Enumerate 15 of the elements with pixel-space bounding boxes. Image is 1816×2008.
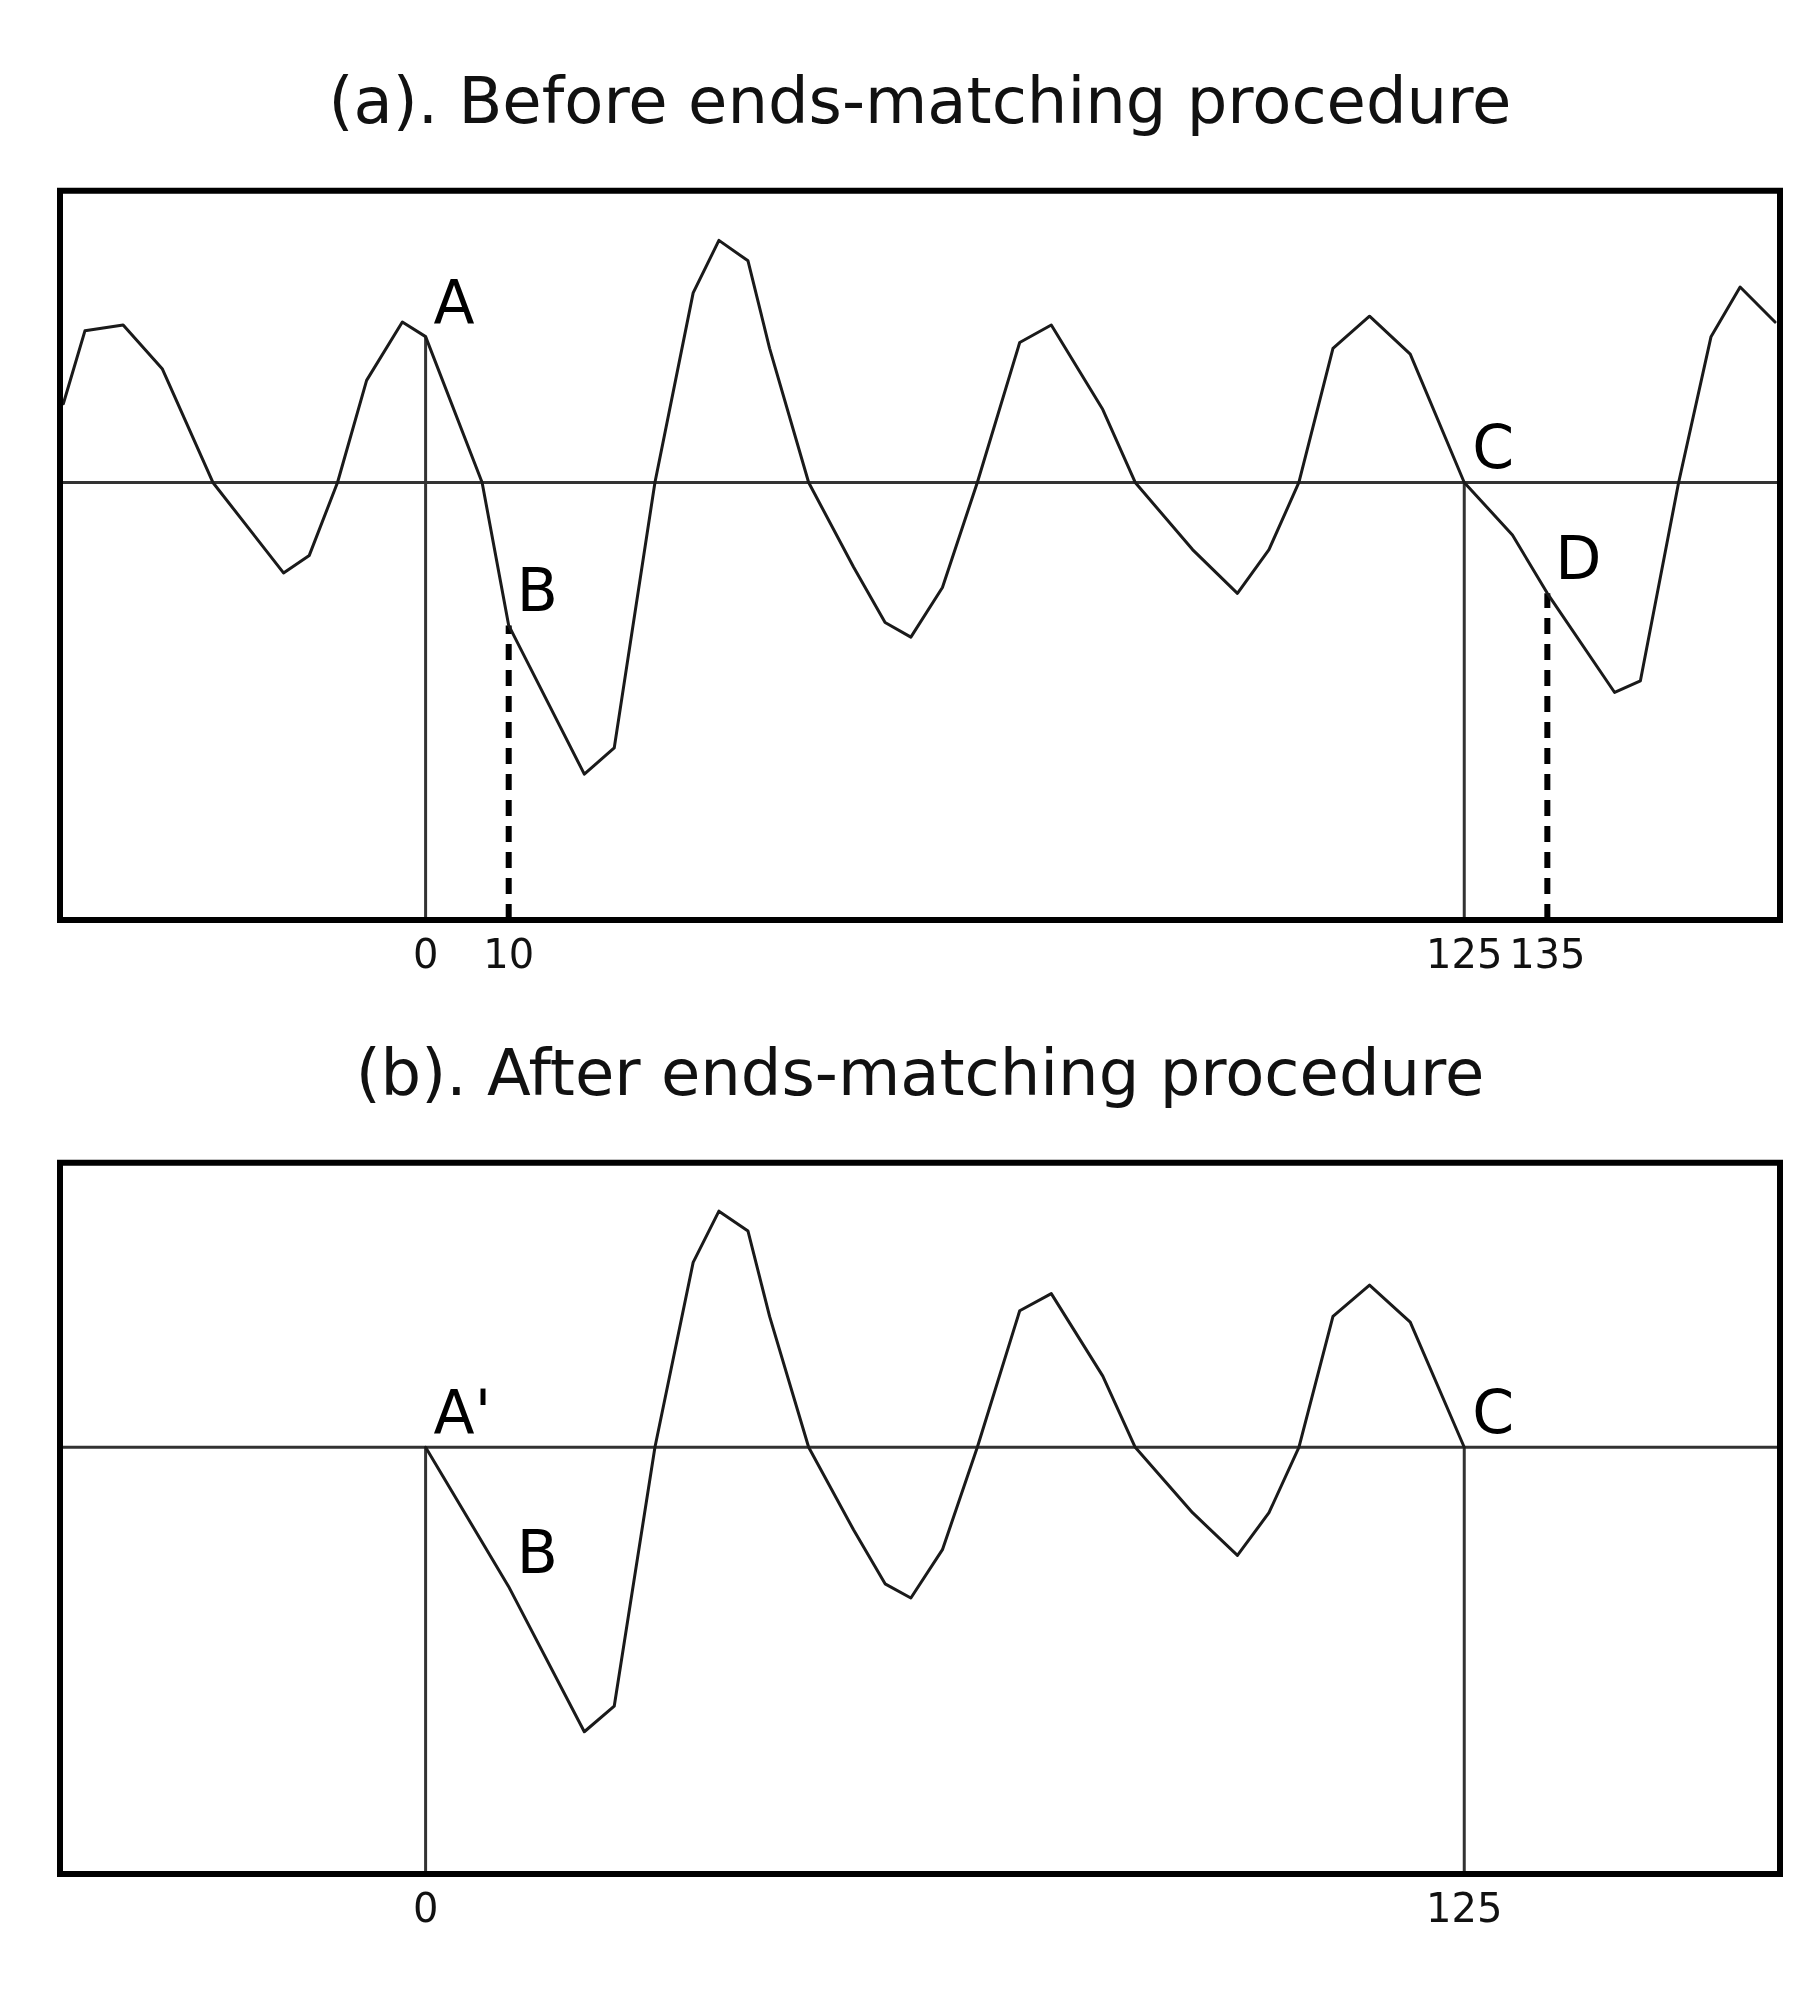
chart-title: (a). Before ends-matching procedure xyxy=(328,64,1512,139)
annotation: D xyxy=(1555,523,1602,594)
chart-title: (b). After ends-matching procedure xyxy=(355,1036,1485,1111)
annotation: B xyxy=(516,1516,558,1587)
x-tick-label: 135 xyxy=(1509,931,1586,978)
x-tick-label: 125 xyxy=(1426,1885,1503,1932)
x-tick-label: 0 xyxy=(412,931,439,978)
x-tick-label: 125 xyxy=(1426,931,1503,978)
annotation: A xyxy=(433,266,475,337)
annotation: C xyxy=(1472,412,1515,483)
x-tick-label: 10 xyxy=(483,931,535,978)
annotation: A' xyxy=(433,1377,492,1448)
annotation: C xyxy=(1472,1377,1515,1448)
x-tick-label: 0 xyxy=(412,1885,439,1932)
annotation: B xyxy=(516,555,558,626)
